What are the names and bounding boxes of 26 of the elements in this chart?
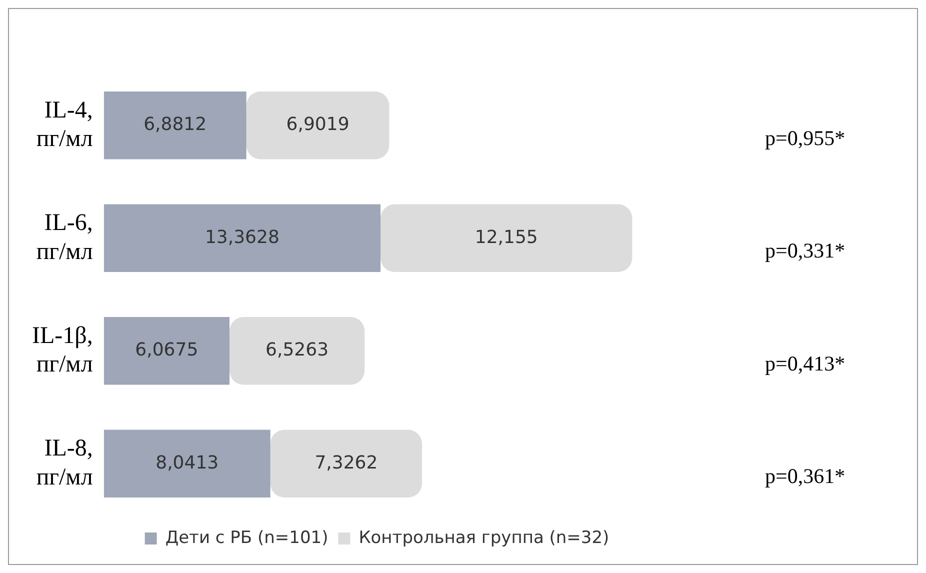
text: p=0,413* xyxy=(765,351,846,376)
legend-label: Дети с РБ (n=101) xyxy=(165,528,328,548)
bar xyxy=(270,430,422,498)
bar xyxy=(229,317,365,385)
bar xyxy=(104,204,381,272)
bar xyxy=(380,204,632,272)
bar xyxy=(104,430,270,498)
bar xyxy=(104,92,246,160)
y-tick-label: IL-1β, пг/мл xyxy=(32,322,93,378)
y-tick-label: IL-8, пг/мл xyxy=(36,436,93,490)
data-label: 7,3262 xyxy=(314,452,378,474)
data-label: 12,155 xyxy=(474,226,538,248)
bar xyxy=(104,317,230,385)
y-tick-label: IL-6, пг/мл xyxy=(36,210,93,265)
data-label: 6,9019 xyxy=(286,114,350,136)
data-label: 13,3628 xyxy=(204,226,280,248)
text: p=0,361* xyxy=(765,464,846,488)
data-label: 6,8812 xyxy=(144,114,207,136)
text: p=0,331* xyxy=(765,238,846,263)
bar xyxy=(246,92,390,160)
data-label: 6,0675 xyxy=(135,340,198,361)
data-label: 6,5263 xyxy=(266,340,329,361)
legend-label: Контрольная группа (n=32) xyxy=(358,528,610,548)
y-tick-label: IL-4, пг/мл xyxy=(36,97,93,152)
data-label: 8,0413 xyxy=(156,452,219,474)
text: p=0,955* xyxy=(765,126,846,150)
